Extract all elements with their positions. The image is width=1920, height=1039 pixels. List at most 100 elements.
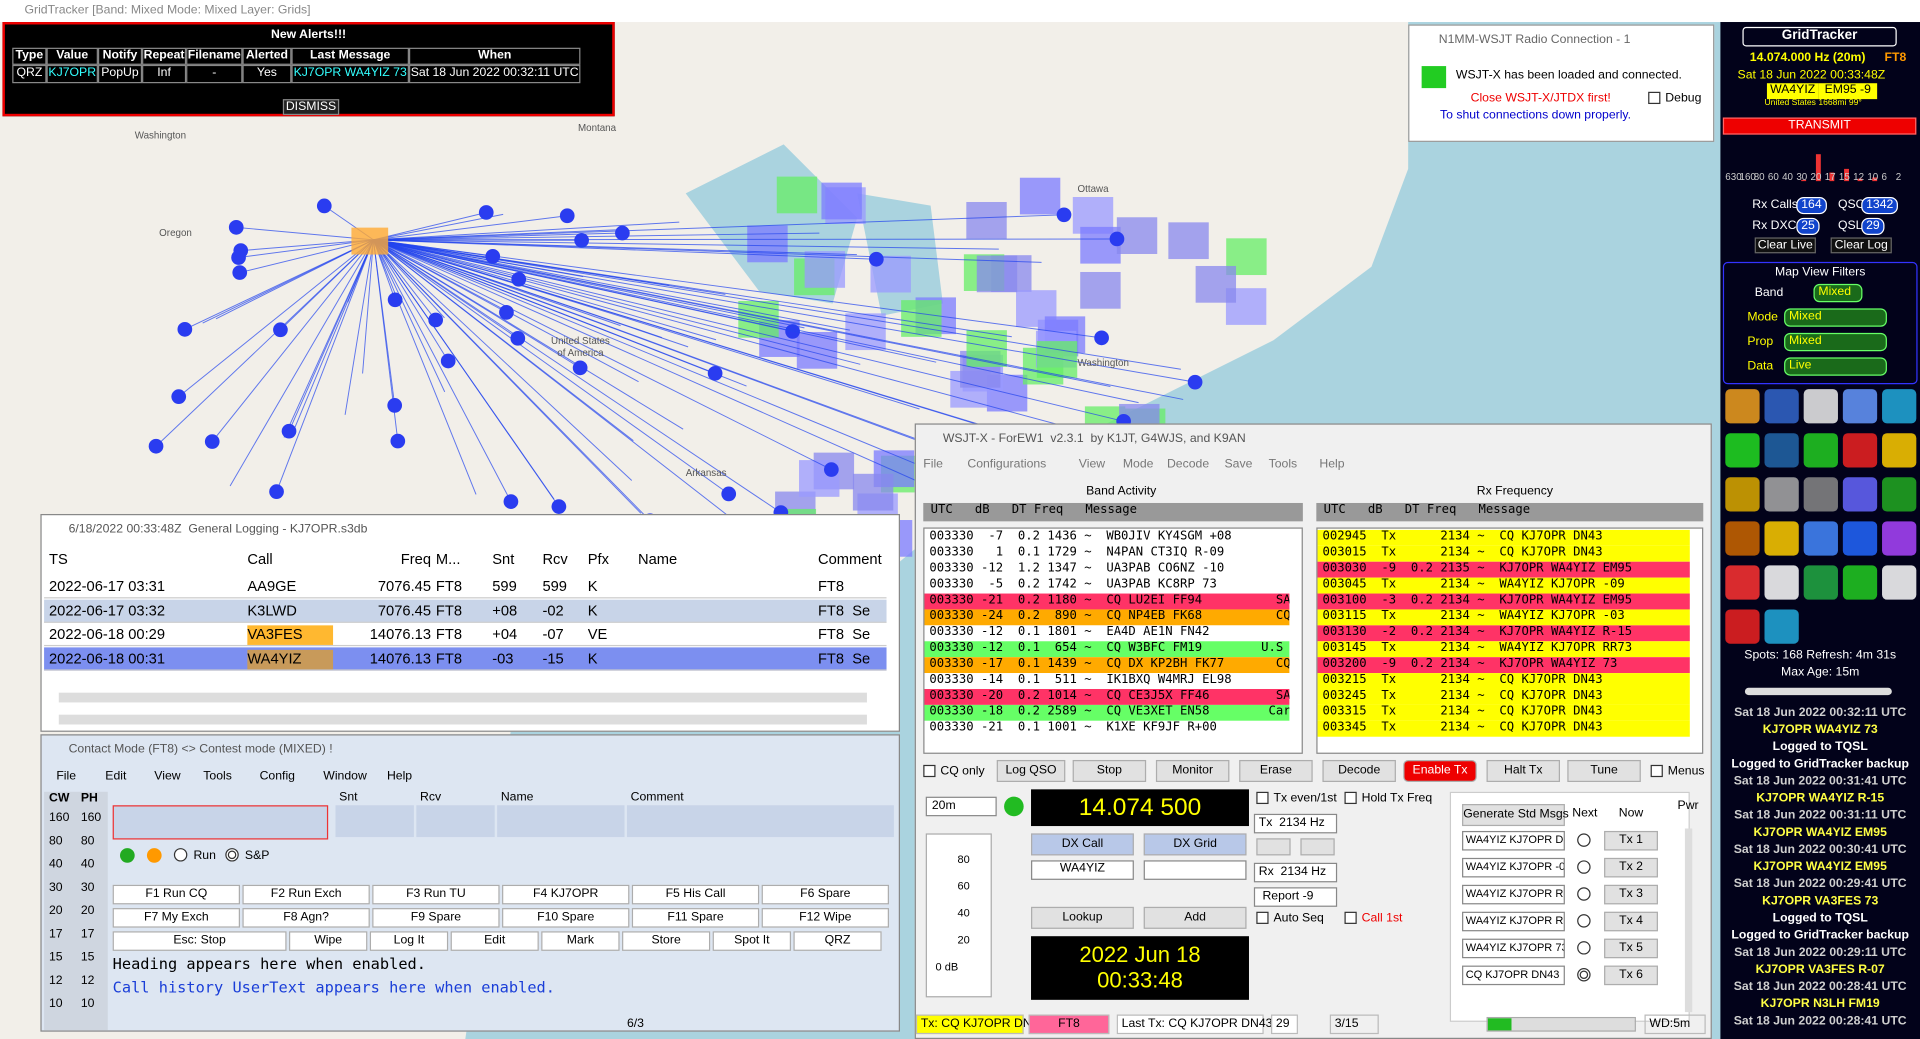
dx-grid-input[interactable] bbox=[1144, 860, 1247, 880]
input[interactable] bbox=[336, 805, 414, 837]
button[interactable]: F3 Run TU bbox=[372, 885, 499, 905]
menu-item[interactable]: Help bbox=[387, 770, 412, 785]
icon-button[interactable] bbox=[1843, 565, 1877, 599]
button[interactable]: F10 Spare bbox=[502, 908, 629, 928]
radio[interactable] bbox=[1577, 941, 1590, 954]
button[interactable]: F12 Wipe bbox=[762, 908, 889, 928]
icon-button[interactable] bbox=[1725, 477, 1759, 511]
icon-button[interactable] bbox=[1804, 433, 1838, 467]
menu-item[interactable]: Tools bbox=[203, 770, 232, 785]
radio[interactable] bbox=[225, 848, 238, 861]
menu-item[interactable]: File bbox=[56, 770, 76, 785]
button[interactable]: F9 Spare bbox=[372, 908, 499, 928]
slider[interactable] bbox=[1745, 688, 1892, 695]
icon-button[interactable] bbox=[1764, 521, 1798, 555]
message-input[interactable]: WA4YIZ KJ7OPR 73 bbox=[1462, 939, 1565, 959]
menu-item[interactable]: Decode bbox=[1167, 458, 1209, 473]
icon-button[interactable] bbox=[1725, 609, 1759, 643]
menu-item[interactable]: Window bbox=[323, 770, 367, 785]
button[interactable]: Tx 2 bbox=[1604, 858, 1658, 878]
icon-button[interactable] bbox=[1764, 565, 1798, 599]
button[interactable]: Edit bbox=[451, 931, 539, 951]
icon-button[interactable] bbox=[1804, 389, 1838, 423]
button[interactable]: Log QSO bbox=[997, 760, 1066, 782]
icon-button[interactable] bbox=[1882, 477, 1916, 511]
filter-value[interactable]: Mixed bbox=[1784, 308, 1887, 326]
input[interactable] bbox=[416, 805, 494, 837]
button[interactable]: Log It bbox=[370, 931, 448, 951]
icon-button[interactable] bbox=[1843, 477, 1877, 511]
spinbox[interactable]: Tx 2134 Hz bbox=[1254, 814, 1337, 834]
spinbox[interactable]: Rx 2134 Hz bbox=[1254, 863, 1337, 883]
icon-button[interactable] bbox=[1764, 433, 1798, 467]
button[interactable]: Store bbox=[622, 931, 710, 951]
icon-button[interactable] bbox=[1843, 389, 1877, 423]
checkbox[interactable] bbox=[1256, 792, 1268, 804]
button[interactable]: Clear Live bbox=[1755, 237, 1816, 253]
button[interactable]: Decode bbox=[1322, 760, 1395, 782]
button[interactable]: DX Grid bbox=[1144, 833, 1247, 855]
checkbox[interactable] bbox=[923, 765, 935, 777]
icon-button[interactable] bbox=[1882, 389, 1916, 423]
button[interactable]: Tune bbox=[1567, 760, 1640, 782]
button[interactable] bbox=[1300, 838, 1334, 855]
menu-item[interactable]: View bbox=[1079, 458, 1105, 473]
checkbox[interactable] bbox=[1651, 765, 1663, 777]
button[interactable]: Tx 1 bbox=[1604, 831, 1658, 851]
menu-item[interactable]: Edit bbox=[105, 770, 126, 785]
menu-item[interactable]: Config bbox=[260, 770, 295, 785]
button[interactable]: Enable Tx bbox=[1403, 760, 1476, 782]
radio[interactable] bbox=[1577, 968, 1590, 981]
icon-button[interactable] bbox=[1882, 433, 1916, 467]
icon-button[interactable] bbox=[1764, 609, 1798, 643]
menu-item[interactable]: Save bbox=[1224, 458, 1252, 473]
message-input[interactable]: CQ KJ7OPR DN43 bbox=[1462, 966, 1565, 986]
button[interactable]: Tx 6 bbox=[1604, 966, 1658, 986]
button[interactable]: Add bbox=[1144, 907, 1247, 929]
menu-item[interactable]: Tools bbox=[1269, 458, 1298, 473]
button[interactable]: Erase bbox=[1239, 760, 1312, 782]
button[interactable]: F8 Agn? bbox=[242, 908, 369, 928]
radio[interactable] bbox=[1577, 914, 1590, 927]
button[interactable]: F2 Run Exch bbox=[242, 885, 369, 905]
button[interactable]: Stop bbox=[1073, 760, 1146, 782]
scrollbar[interactable] bbox=[59, 693, 867, 703]
button[interactable]: Tx 3 bbox=[1604, 885, 1658, 905]
radio[interactable] bbox=[1577, 860, 1590, 873]
scrollbar[interactable] bbox=[59, 715, 867, 725]
checkbox[interactable] bbox=[1344, 912, 1356, 924]
icon-button[interactable] bbox=[1804, 565, 1838, 599]
menu-item[interactable]: Mode bbox=[1123, 458, 1154, 473]
button[interactable]: DX Call bbox=[1031, 833, 1134, 855]
filter-value[interactable]: Mixed bbox=[1813, 284, 1862, 302]
button[interactable]: Clear Log bbox=[1831, 237, 1892, 253]
slider[interactable] bbox=[1685, 829, 1692, 1013]
button[interactable]: Lookup bbox=[1031, 907, 1134, 929]
menu-item[interactable]: File bbox=[923, 458, 943, 473]
icon-button[interactable] bbox=[1764, 477, 1798, 511]
button[interactable]: Tx 5 bbox=[1604, 939, 1658, 959]
input[interactable] bbox=[627, 805, 894, 837]
menu-item[interactable]: View bbox=[154, 770, 180, 785]
spinbox[interactable]: Report -9 bbox=[1254, 887, 1337, 907]
filter-value[interactable]: Mixed bbox=[1784, 333, 1887, 351]
message-input[interactable]: WA4YIZ KJ7OPR R-09 bbox=[1462, 885, 1565, 905]
input[interactable] bbox=[497, 805, 624, 837]
button[interactable]: F11 Spare bbox=[632, 908, 759, 928]
icon-button[interactable] bbox=[1882, 521, 1916, 555]
call-input[interactable] bbox=[113, 805, 329, 839]
icon-button[interactable] bbox=[1764, 389, 1798, 423]
menu-item[interactable]: Configurations bbox=[967, 458, 1046, 473]
button[interactable] bbox=[1256, 838, 1290, 855]
radio[interactable] bbox=[1577, 833, 1590, 846]
icon-button[interactable] bbox=[1725, 433, 1759, 467]
button[interactable]: Esc: Stop bbox=[113, 931, 287, 951]
message-input[interactable]: WA4YIZ KJ7OPR DN43 bbox=[1462, 831, 1565, 851]
button[interactable]: F7 My Exch bbox=[113, 908, 240, 928]
filter-value[interactable]: Live bbox=[1784, 357, 1887, 375]
menu-item[interactable]: Help bbox=[1319, 458, 1344, 473]
button[interactable]: F1 Run CQ bbox=[113, 885, 240, 905]
button[interactable]: F5 His Call bbox=[632, 885, 759, 905]
checkbox[interactable] bbox=[1648, 92, 1660, 104]
icon-button[interactable] bbox=[1725, 389, 1759, 423]
